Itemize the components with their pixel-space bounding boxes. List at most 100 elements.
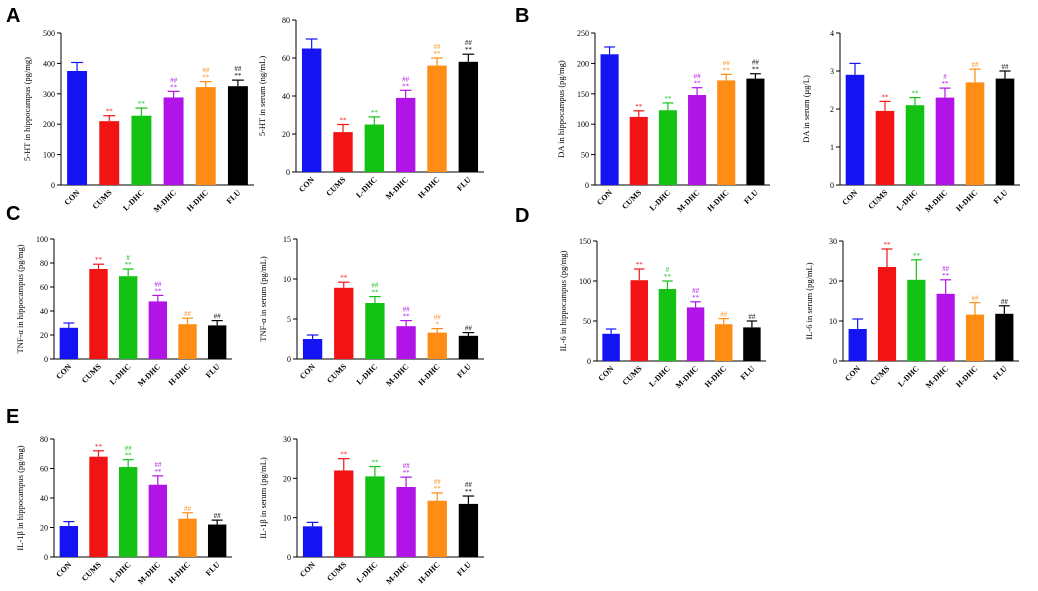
significance-vs-cums: ## <box>371 282 379 290</box>
y-tick-label: 40 <box>40 307 48 316</box>
x-tick-label: CUMS <box>868 364 891 387</box>
bar-h-dhc <box>178 518 197 557</box>
significance-vs-con: ** <box>434 485 442 493</box>
bar-l-dhc <box>365 476 385 557</box>
bar-h-dhc <box>717 80 736 185</box>
y-tick-label: 40 <box>282 92 290 101</box>
y-tick-label: 2 <box>830 105 834 114</box>
x-tick-label: H-DHC <box>705 188 730 213</box>
chart-panel-2: 0 20 40 60 80 5-HT in serum (ng/mL) CON ** CUMS *… <box>257 16 484 201</box>
significance-vs-con: ** <box>340 117 348 125</box>
y-tick-label: 300 <box>43 90 55 99</box>
bar-flu <box>746 78 765 185</box>
bar-con <box>301 48 322 172</box>
x-tick-label: FLU <box>204 560 222 578</box>
y-tick-label: 40 <box>40 494 48 503</box>
significance-vs-con: ** <box>913 252 921 260</box>
y-tick-label: 10 <box>283 275 291 284</box>
panel-letter: A <box>6 5 20 27</box>
y-tick-label: 100 <box>43 151 55 160</box>
significance-vs-cums: # <box>943 73 947 81</box>
bar-l-dhc <box>658 289 677 361</box>
panel-letter: B <box>515 5 529 27</box>
significance-vs-cums: ## <box>972 295 980 303</box>
significance-vs-con: ** <box>202 74 210 82</box>
y-tick-label: 15 <box>283 235 291 244</box>
bar-con <box>67 71 88 185</box>
significance-vs-con: ** <box>95 256 103 264</box>
x-tick-label: CUMS <box>324 175 347 198</box>
x-tick-label: CON <box>297 175 316 194</box>
x-tick-label: FLU <box>739 364 757 382</box>
y-tick-label: 50 <box>583 317 591 326</box>
significance-vs-con: ** <box>636 261 644 269</box>
y-tick-label: 0 <box>587 357 591 366</box>
significance-vs-con: ** <box>403 469 411 477</box>
y-tick-label: 0 <box>287 355 291 364</box>
bar-cums <box>334 470 354 557</box>
significance-vs-con: ** <box>664 95 672 103</box>
chart-panel-4: 0 1 2 3 4 DA in serum (μg/L) CON ** CUMS ** L-DHC *… <box>801 29 1020 214</box>
chart-panel-10: 0 10 20 30 IL-1β in serum (pg/mL) CON ** CUMS **… <box>258 435 484 586</box>
y-tick-label: 20 <box>40 331 48 340</box>
significance-vs-cums: ## <box>720 311 728 319</box>
bar-m-dhc <box>935 97 955 185</box>
y-tick-label: 0 <box>51 181 55 190</box>
y-axis-label: IL-6 in hippocampus (pg/mg) <box>558 250 568 351</box>
y-tick-label: 80 <box>282 16 290 25</box>
x-tick-label: FLU <box>204 362 222 380</box>
significance-vs-cums: ## <box>202 67 210 75</box>
y-tick-label: 0 <box>44 355 48 364</box>
significance-vs-cums: ## <box>465 39 473 47</box>
y-tick-label: 0 <box>830 181 834 190</box>
significance-vs-cums: ## <box>214 313 222 321</box>
significance-vs-cums: ## <box>694 73 702 81</box>
significance-vs-con: ** <box>95 443 103 451</box>
x-tick-label: L-DHC <box>354 175 379 200</box>
y-tick-label: 20 <box>40 524 48 533</box>
x-tick-label: CON <box>595 188 614 207</box>
significance-vs-con: ** <box>170 83 178 91</box>
bar-m-dhc <box>686 307 705 361</box>
bar-m-dhc <box>148 484 168 557</box>
bar-h-dhc <box>965 314 985 361</box>
bar-l-dhc <box>118 467 138 557</box>
y-tick-label: 30 <box>283 435 291 444</box>
significance-vs-cums: ## <box>154 280 162 288</box>
bar-l-dhc <box>364 124 385 172</box>
bar-h-dhc <box>427 65 447 172</box>
x-tick-label: M-DHC <box>674 364 700 390</box>
significance-vs-con: ** <box>106 108 114 116</box>
bar-con <box>602 333 620 361</box>
bar-cums <box>334 287 354 359</box>
y-tick-label: 20 <box>829 277 837 286</box>
bar-flu <box>227 86 248 185</box>
significance-vs-cums: ## <box>402 75 410 83</box>
y-tick-label: 10 <box>829 317 837 326</box>
bar-l-dhc <box>118 276 138 359</box>
x-tick-label: M-DHC <box>384 362 410 388</box>
x-tick-label: L-DHC <box>355 362 380 387</box>
bar-l-dhc <box>365 303 385 359</box>
y-tick-label: 0 <box>585 181 589 190</box>
x-tick-label: FLU <box>455 175 473 193</box>
x-tick-label: CUMS <box>866 188 889 211</box>
x-tick-label: CON <box>54 560 73 579</box>
bar-flu <box>995 78 1015 185</box>
bar-l-dhc <box>907 279 926 361</box>
x-tick-label: L-DHC <box>108 362 133 387</box>
significance-vs-cums: ## <box>1002 63 1010 71</box>
bar-l-dhc <box>658 110 677 185</box>
significance-vs-con: ** <box>465 488 473 496</box>
y-axis-label: DA in hippocampus (pg/mg) <box>556 60 566 158</box>
x-tick-label: H-DHC <box>167 560 192 585</box>
bar-flu <box>458 335 479 359</box>
bar-flu <box>458 61 479 172</box>
significance-vs-con: ** <box>752 66 760 74</box>
bar-h-dhc <box>195 87 216 185</box>
significance-vs-con: ** <box>234 72 242 80</box>
y-tick-label: 0 <box>44 553 48 562</box>
y-tick-label: 20 <box>282 130 290 139</box>
y-tick-label: 10 <box>283 514 291 523</box>
significance-vs-con: ** <box>942 80 950 88</box>
